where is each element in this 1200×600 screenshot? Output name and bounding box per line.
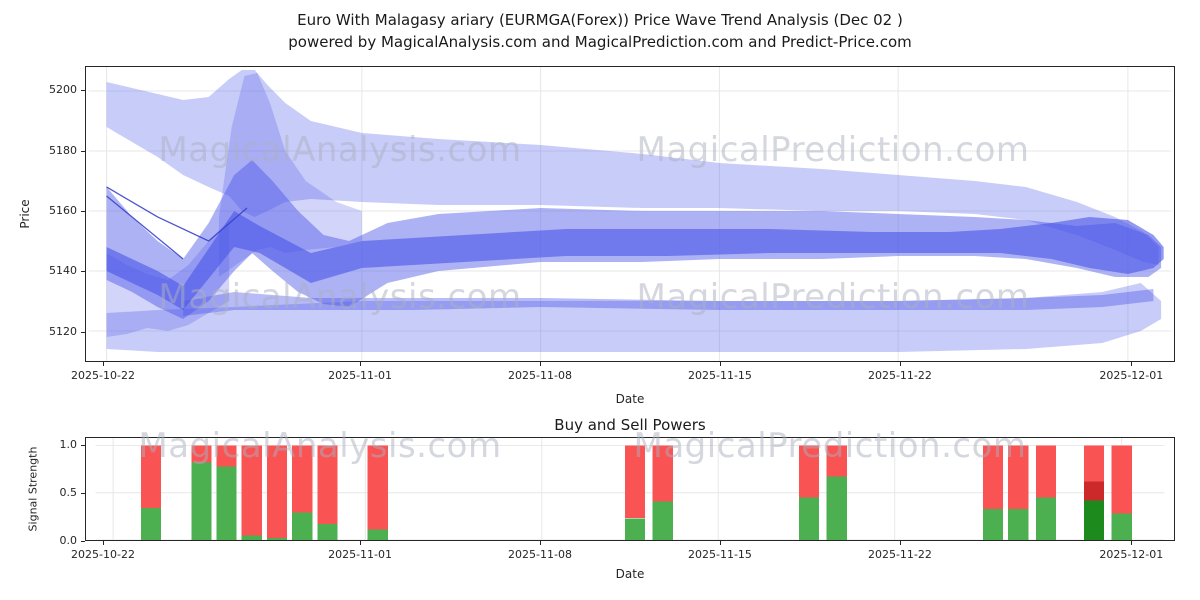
- x-tick-mark: [899, 541, 901, 545]
- sell-bar: [191, 445, 212, 463]
- sell-bar: [1035, 445, 1057, 498]
- inner-dark-band: [106, 211, 1164, 311]
- sell-bar: [317, 445, 338, 524]
- x-tick-mark: [360, 541, 362, 545]
- buy-bar: [652, 501, 673, 540]
- sell-bar: [292, 445, 313, 513]
- trend-line-1: [106, 186, 248, 242]
- sell-bar: [140, 445, 162, 508]
- power-x-axis-label: Date: [615, 567, 645, 581]
- x-tick-label: 2025-10-22: [71, 548, 135, 561]
- y-tick-label: 1.0: [59, 437, 78, 451]
- y-tick-mark: [81, 211, 85, 212]
- left-cluster-band: [106, 219, 230, 337]
- x-tick-mark: [719, 541, 721, 545]
- y-tick-mark: [81, 541, 85, 542]
- x-tick-label: 2025-11-15: [688, 548, 752, 561]
- sell-bar: [241, 445, 262, 536]
- y-tick-label: 0.0: [59, 534, 78, 547]
- buy-bar: [826, 476, 847, 540]
- figure-title: Euro With Malagasy ariary (EURMGA(Forex)…: [0, 9, 1200, 53]
- power-chart-title: Buy and Sell Powers: [554, 416, 706, 434]
- y-tick-label: 5140: [49, 264, 77, 278]
- buy-bar: [216, 466, 237, 540]
- buy-bar: [624, 518, 646, 540]
- x-tick-label: 2025-11-01: [328, 369, 393, 382]
- y-tick-mark: [81, 493, 85, 494]
- x-tick-label: 2025-11-08: [508, 369, 572, 382]
- x-tick-label: 2025-11-01: [328, 548, 393, 561]
- x-tick-mark: [719, 362, 721, 366]
- sell-bar: [367, 445, 388, 530]
- figure-title-line2: powered by MagicalAnalysis.com and Magic…: [288, 33, 912, 51]
- power-plot-area: [85, 437, 1175, 541]
- y-tick-label: 5180: [49, 143, 77, 157]
- x-tick-mark: [360, 362, 362, 366]
- mid-thin-band: [183, 288, 1154, 317]
- y-tick-mark: [81, 445, 85, 446]
- x-tick-mark: [540, 362, 542, 366]
- y-tick-label: 5160: [49, 203, 77, 217]
- power-bar-segment: [1083, 500, 1105, 540]
- x-tick-mark: [1131, 362, 1133, 366]
- buy-bar: [1035, 497, 1057, 540]
- price-y-axis-label: Price: [18, 199, 32, 229]
- y-tick-mark: [81, 332, 85, 333]
- buy-bar: [367, 529, 388, 540]
- x-tick-label: 2025-11-15: [688, 369, 752, 382]
- price-chart-canvas: [88, 67, 1172, 361]
- sell-bar: [826, 445, 847, 477]
- buy-bar: [1111, 513, 1132, 540]
- buy-bar: [317, 523, 338, 540]
- power-bar-segment: [1083, 481, 1105, 501]
- x-tick-label: 2025-10-22: [71, 369, 135, 382]
- power-y-axis-label: Signal Strength: [26, 446, 40, 532]
- buy-bar: [292, 512, 313, 540]
- y-tick-mark: [81, 90, 85, 91]
- buy-bar: [1008, 508, 1029, 540]
- x-tick-label: 2025-12-01: [1099, 548, 1164, 561]
- sell-bar: [982, 445, 1004, 509]
- x-tick-mark: [1131, 541, 1133, 545]
- buy-bar: [140, 507, 162, 540]
- sell-bar: [624, 445, 646, 519]
- power-bar-segment: [1083, 445, 1105, 482]
- trend-line-2: [106, 195, 184, 260]
- buy-bar: [191, 462, 212, 540]
- buy-bar: [266, 538, 288, 540]
- x-tick-mark: [102, 541, 104, 545]
- x-tick-mark: [899, 362, 901, 366]
- sell-bar: [1111, 445, 1132, 514]
- price-x-axis-label: Date: [615, 392, 645, 406]
- x-tick-label: 2025-11-22: [867, 548, 932, 561]
- sell-bar: [216, 445, 237, 467]
- outer-top-band: [106, 69, 1159, 265]
- y-tick-label: 5200: [49, 83, 77, 97]
- figure-title-line1: Euro With Malagasy ariary (EURMGA(Forex)…: [297, 11, 903, 29]
- x-tick-mark: [102, 362, 104, 366]
- y-tick-label: 5120: [49, 324, 77, 338]
- x-tick-label: 2025-11-08: [508, 548, 572, 561]
- x-tick-label: 2025-11-22: [867, 369, 932, 382]
- buy-bar: [798, 497, 820, 540]
- sell-bar: [1008, 445, 1029, 509]
- y-tick-mark: [81, 271, 85, 272]
- lower-flat-band: [106, 283, 1162, 352]
- price-plot-area: [85, 66, 1175, 362]
- buy-bar: [982, 508, 1004, 540]
- power-chart-canvas: [95, 438, 1165, 540]
- x-tick-mark: [540, 541, 542, 545]
- x-tick-label: 2025-12-01: [1099, 369, 1164, 382]
- sell-bar: [798, 445, 820, 498]
- y-tick-label: 0.5: [59, 485, 78, 499]
- y-tick-mark: [81, 151, 85, 152]
- sell-bar: [652, 445, 673, 502]
- buy-bar: [241, 535, 262, 540]
- sell-bar: [266, 445, 288, 539]
